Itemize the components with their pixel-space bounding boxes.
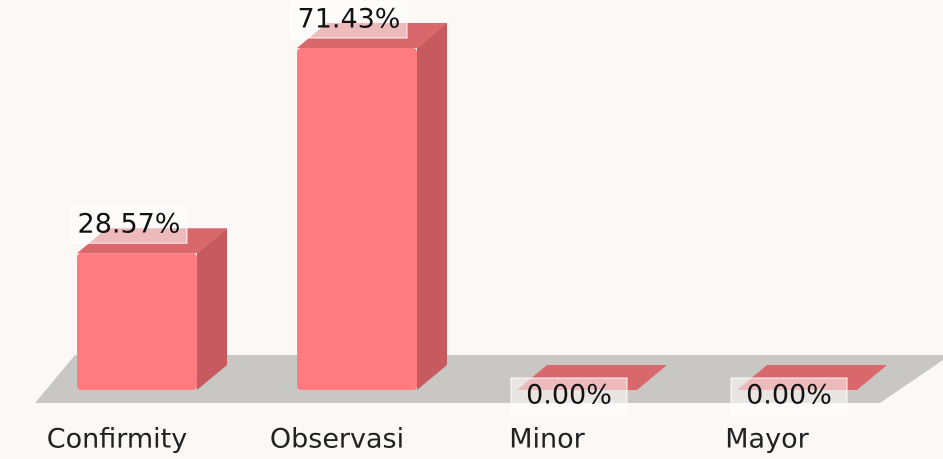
bar [297,23,447,390]
value-label: 71.43% [298,4,401,35]
floor [35,355,943,403]
bar-side [417,23,447,390]
value-label-box [730,377,848,415]
x-tick-label: Minor [509,424,585,455]
x-tick-label: Mayor [725,424,809,455]
value-label-box [70,206,188,244]
value-label: 28.57% [78,209,181,240]
value-label: 0.00% [526,380,612,411]
bar [77,228,227,390]
x-tick-label: Observasi [270,424,404,455]
x-tick-label: Confirmity [47,424,188,455]
value-label-box [510,377,628,415]
value-label: 0.00% [746,380,832,411]
bar-front [297,48,417,390]
bar-front [77,253,197,390]
bar-side [197,228,227,390]
value-label-box [290,1,408,39]
